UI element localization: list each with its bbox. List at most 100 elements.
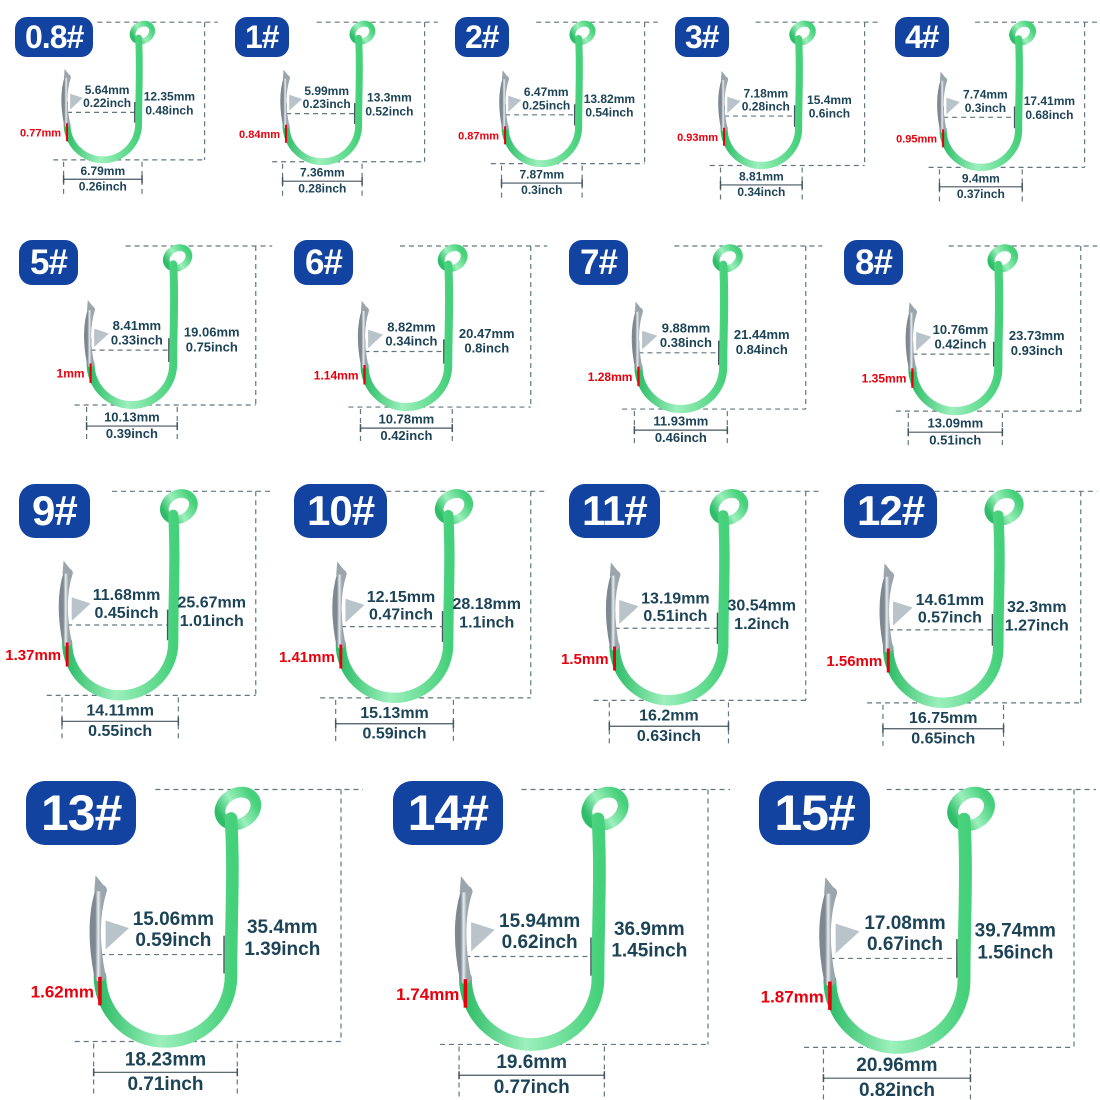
gap-mm-label: 5.99mm	[304, 84, 349, 98]
hook-barb	[368, 329, 384, 349]
wire-diameter-label: 0.95mm	[896, 134, 937, 146]
hook-barb	[508, 95, 522, 112]
hook-eye	[569, 20, 596, 45]
hook-point-tip	[63, 68, 72, 78]
hook-point	[454, 885, 473, 984]
hook-barb	[94, 328, 109, 347]
width-mm-label: 6.79mm	[80, 164, 125, 178]
size-badge: 8#	[844, 240, 903, 285]
width-mm-label: 16.2mm	[639, 707, 699, 724]
wire-diameter-label: 1.74mm	[396, 985, 459, 1004]
width-mm-label: 19.6mm	[496, 1052, 567, 1073]
size-badge: 4#	[895, 17, 949, 57]
height-inch-label: 1.39inch	[244, 939, 320, 960]
hook-eye	[1009, 20, 1037, 46]
size-badge: 2#	[455, 17, 509, 57]
hook-barb	[470, 922, 495, 952]
width-mm-label: 9.4mm	[962, 171, 1000, 185]
gap-inch-label: 0.57inch	[918, 610, 982, 627]
hook-point	[905, 308, 917, 372]
wire-diameter-label: 1.5mm	[561, 651, 609, 668]
width-inch-label: 0.34inch	[737, 185, 785, 199]
hook-eye	[712, 244, 743, 273]
hook-panel-8: 1.35mm 23.73mm 0.93inch 10.76mm 0.42inch 13.0…	[825, 222, 1100, 462]
gap-inch-label: 0.33inch	[111, 332, 163, 347]
hook-body	[939, 35, 1024, 172]
width-mm-label: 10.78mm	[379, 411, 435, 426]
hook-panel-5: 1mm 19.06mm 0.75inch 8.41mm 0.33inch 10.13mm 0…	[0, 222, 275, 462]
width-inch-label: 0.51inch	[929, 432, 981, 447]
hook-point-tip	[908, 302, 918, 313]
hook-point-tip	[883, 563, 895, 577]
gap-mm-label: 5.64mm	[85, 83, 130, 97]
height-mm-label: 20.47mm	[459, 326, 515, 341]
height-mm-label: 25.67mm	[178, 595, 247, 612]
size-badge: 15#	[759, 781, 870, 845]
hook-barb	[642, 330, 658, 350]
width-mm-label: 7.87mm	[519, 168, 564, 182]
hook-body	[609, 510, 730, 706]
wire-diameter-label: 1.41mm	[279, 649, 335, 666]
height-inch-label: 1.1inch	[459, 614, 514, 631]
hook-point-tip	[939, 71, 948, 82]
hook-barb	[70, 93, 83, 110]
gap-mm-label: 11.68mm	[93, 587, 161, 604]
gap-inch-label: 0.62inch	[501, 932, 577, 953]
hook-body	[62, 509, 180, 701]
hook-point	[61, 74, 71, 128]
height-mm-label: 19.06mm	[184, 325, 240, 340]
gap-inch-label: 0.38inch	[660, 335, 712, 350]
hook-panel-15: 1.87mm 39.74mm 1.56inch 17.08mm 0.67inch 20.9…	[733, 755, 1100, 1100]
hook-panel-10: 1.41mm 28.18mm 1.1inch 12.15mm 0.47inch 15.13…	[275, 462, 550, 755]
gap-mm-label: 9.88mm	[662, 321, 710, 336]
width-inch-label: 0.42inch	[380, 428, 432, 443]
hook-barb	[893, 601, 913, 626]
hook-body	[720, 35, 803, 169]
hook-panel-9: 1.37mm 25.67mm 1.01inch 11.68mm 0.45inch 14.1…	[0, 462, 275, 755]
hook-barb	[345, 598, 365, 623]
hook-point-tip	[94, 875, 108, 892]
hook-point-tip	[336, 561, 348, 575]
wire-diameter-label: 1.14mm	[314, 368, 359, 382]
hook-point	[280, 74, 290, 129]
gap-mm-label: 17.08mm	[865, 913, 946, 934]
hook-body	[823, 812, 973, 1054]
hook-barb	[916, 331, 932, 351]
hook-barb	[105, 920, 129, 950]
hook-panel-12: 1.56mm 32.3mm 1.27inch 14.61mm 0.57inch 16.75…	[825, 462, 1100, 755]
width-mm-label: 13.09mm	[927, 415, 983, 430]
size-badge: 6#	[294, 240, 353, 285]
hook-barb	[946, 97, 960, 115]
wire-diameter-label: 1.28mm	[588, 370, 633, 384]
width-inch-label: 0.39inch	[106, 426, 158, 441]
hook-body	[882, 510, 1005, 709]
width-inch-label: 0.65inch	[911, 731, 975, 748]
width-mm-label: 8.81mm	[739, 170, 784, 184]
height-inch-label: 0.68inch	[1025, 108, 1073, 122]
width-mm-label: 14.11mm	[86, 702, 154, 719]
hook-point	[879, 571, 895, 653]
hook-eye	[162, 244, 193, 272]
gap-mm-label: 12.15mm	[367, 589, 436, 606]
gap-inch-label: 0.47inch	[369, 606, 433, 623]
gap-mm-label: 14.61mm	[916, 592, 985, 609]
wire-diameter-label: 0.84mm	[239, 129, 280, 141]
width-inch-label: 0.3inch	[521, 183, 562, 197]
hook-eye	[581, 786, 629, 831]
size-badge: 7#	[569, 240, 628, 285]
height-mm-label: 12.35mm	[144, 90, 195, 104]
gap-inch-label: 0.28inch	[742, 100, 790, 114]
hook-point-tip	[62, 560, 74, 574]
hook-body	[908, 260, 1004, 416]
size-badge: 13#	[26, 781, 137, 845]
height-mm-label: 17.41mm	[1024, 94, 1075, 108]
